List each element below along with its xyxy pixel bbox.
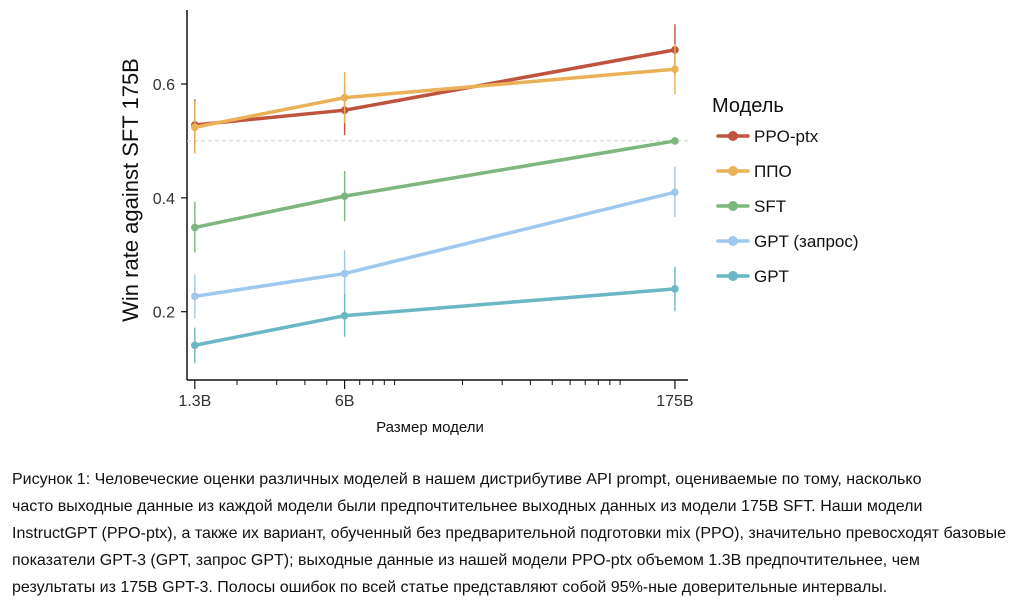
caption-line: часто выходные данные из каждой модели б… — [12, 498, 923, 515]
axes — [186, 10, 688, 381]
data-point — [191, 223, 199, 232]
legend-swatch-dot — [728, 236, 738, 246]
caption-line: показатели GPT-3 (GPT, запрос GPT); выхо… — [12, 552, 920, 569]
data-point — [340, 192, 349, 200]
data-point — [191, 123, 199, 132]
series-line — [193, 287, 677, 348]
x-axis-label: Размер модели — [376, 419, 484, 436]
x-ticks: 1.3B 6B 175B — [178, 380, 694, 410]
data-point — [340, 269, 349, 278]
y-axis-label: Win rate against SFT 175B — [118, 58, 143, 322]
series-line — [193, 190, 677, 299]
data-point — [340, 311, 349, 320]
legend-label: ППО — [754, 162, 792, 181]
y-tick-label: 0.2 — [153, 305, 175, 322]
y-tick-label: 0.6 — [153, 77, 175, 94]
x-tick-label: 6B — [335, 393, 355, 410]
data-point — [191, 292, 199, 301]
series-group — [191, 137, 679, 253]
series-line — [193, 139, 677, 230]
data-point — [671, 65, 679, 73]
legend-swatch-dot — [728, 131, 738, 141]
series-group — [191, 24, 679, 152]
legend-swatch-dot — [728, 201, 738, 211]
legend-swatch-dot — [728, 271, 738, 281]
caption-line: Рисунок 1: Человеческие оценки различных… — [12, 471, 922, 488]
data-point — [340, 93, 349, 102]
y-tick-label: 0.4 — [153, 191, 175, 208]
legend: Модель PPO-ptx ППО SFT GPT (запрос) GPT — [712, 95, 859, 286]
series-group — [191, 166, 679, 319]
x-tick-label: 175B — [656, 393, 693, 410]
legend-label: GPT (запрос) — [754, 232, 859, 251]
data-point — [191, 341, 199, 350]
y-ticks: 0.2 0.4 0.6 — [153, 77, 187, 322]
x-tick-label: 1.3B — [178, 393, 211, 410]
series-group — [191, 266, 679, 363]
data-point — [671, 188, 679, 196]
data-point — [671, 137, 679, 145]
series-group — [191, 44, 679, 154]
data-point — [671, 285, 679, 293]
line-chart: 0.2 0.4 0.6 1.3B 6B 175B Win rate against SF… — [118, 10, 859, 436]
caption-line: результаты из 175B GPT-3. Полосы ошибок … — [12, 579, 888, 596]
legend-swatch-dot — [728, 166, 738, 176]
series — [191, 24, 679, 363]
legend-label: PPO-ptx — [754, 127, 819, 146]
caption-line: InstructGPT (PPO-ptx), а также их вариан… — [12, 525, 1007, 542]
legend-title: Модель — [712, 95, 784, 117]
legend-label: SFT — [754, 197, 786, 216]
legend-label: GPT — [754, 267, 789, 286]
figure-caption: Рисунок 1: Человеческие оценки различных… — [12, 466, 1016, 601]
